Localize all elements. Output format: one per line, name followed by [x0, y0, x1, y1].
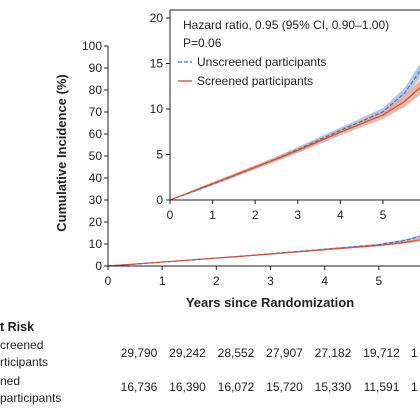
- inset-y-tick-label: 20: [150, 11, 164, 25]
- main-y-tick-label: 70: [89, 105, 103, 119]
- main-series-line-unscreened: [108, 235, 420, 267]
- inset-series-line-screened: [170, 86, 420, 200]
- at-risk-count: 15,330: [315, 380, 352, 394]
- main-x-tick-label: 3: [267, 274, 274, 288]
- main-ci-band-screened: [108, 238, 420, 266]
- at-risk-count: 11,591: [364, 380, 400, 394]
- inset-x-tick-label: 0: [167, 208, 174, 222]
- main-x-tick-label: 0: [105, 274, 112, 288]
- at-risk-row-label: participants: [0, 391, 61, 405]
- main-y-tick-label: 0: [95, 259, 102, 273]
- inset-series-line-unscreened: [170, 69, 420, 200]
- main-plot-area: [108, 234, 420, 267]
- main-y-tick-label: 30: [89, 193, 103, 207]
- main-series-line-screened: [108, 239, 420, 267]
- inset-y-tick-label: 15: [150, 57, 164, 71]
- main-y-tick-label: 40: [89, 171, 103, 185]
- main-x-tick-label: 1: [159, 274, 166, 288]
- inset-x-tick-label: 3: [294, 208, 301, 222]
- at-risk-table: t Risk creened rticipants 29,790 29,242 28,5…: [0, 320, 418, 405]
- at-risk-count: 15,720: [266, 380, 303, 394]
- at-risk-count: 27,907: [266, 346, 303, 360]
- main-y-tick-label: 90: [89, 61, 103, 75]
- inset-y-tick-label: 5: [156, 148, 163, 162]
- at-risk-count: 29,242: [169, 346, 206, 360]
- inset-x-tick-label: 5: [380, 208, 387, 222]
- main-y-axis-label: Cumulative Incidence (%): [54, 74, 69, 231]
- inset-y-tick-label: 0: [156, 193, 163, 207]
- inset-legend: Unscreened participants Screened partici…: [178, 55, 326, 88]
- inset-axis-ticks: 0 5 10 15 20 0 1 2 3 4 5: [150, 11, 387, 222]
- main-x-tick-label: 5: [375, 274, 382, 288]
- inset-plot-area: [170, 63, 420, 200]
- hazard-ratio-annotation: Hazard ratio, 0.95 (95% CI, 0.90–1.00): [183, 18, 389, 32]
- main-y-tick-label: 80: [89, 83, 103, 97]
- inset-chart: 0 5 10 15 20 0 1 2 3 4 5 Hazard ratio, 0.95 (95% C…: [150, 9, 420, 222]
- inset-y-tick-label: 10: [150, 102, 164, 116]
- main-y-tick-label: 20: [89, 215, 103, 229]
- main-x-tick-label: 4: [321, 274, 328, 288]
- main-ci-band-unscreened: [108, 234, 420, 266]
- at-risk-row-screened: ned participants 16,736 16,390 16,072 15,720 1…: [0, 374, 418, 405]
- legend-label-unscreened: Unscreened participants: [197, 55, 326, 69]
- at-risk-count: 28,552: [218, 346, 255, 360]
- inset-x-tick-label: 2: [252, 208, 259, 222]
- main-y-tick-label: 100: [82, 39, 102, 53]
- inset-x-tick-label: 1: [209, 208, 216, 222]
- inset-ci-band-screened: [170, 79, 420, 200]
- main-y-tick-label: 50: [89, 149, 103, 163]
- at-risk-row-unscreened: creened rticipants 29,790 29,242 28,552 27,90…: [0, 338, 418, 369]
- at-risk-count: 27,182: [315, 346, 352, 360]
- at-risk-count: 1: [411, 380, 418, 394]
- main-y-tick-label: 60: [89, 127, 103, 141]
- at-risk-count: 16,736: [121, 380, 158, 394]
- at-risk-count: 16,072: [218, 380, 255, 394]
- at-risk-row-label: creened: [0, 338, 43, 352]
- at-risk-count: 19,712: [363, 346, 400, 360]
- inset-x-tick-label: 4: [337, 208, 344, 222]
- at-risk-rows: creened rticipants 29,790 29,242 28,552 27,90…: [0, 338, 418, 405]
- at-risk-row-label: ned: [0, 374, 20, 388]
- main-x-tick-label: 2: [213, 274, 220, 288]
- at-risk-count: 1: [411, 346, 418, 360]
- legend-label-screened: Screened participants: [197, 74, 313, 88]
- main-y-tick-label: 10: [89, 237, 103, 251]
- at-risk-row-label: rticipants: [0, 355, 48, 369]
- main-x-axis-label: Years since Randomization: [186, 295, 354, 310]
- at-risk-count: 16,390: [169, 380, 206, 394]
- at-risk-heading: t Risk: [0, 320, 34, 334]
- p-value-annotation: P=0.06: [183, 36, 222, 50]
- at-risk-count: 29,790: [121, 346, 158, 360]
